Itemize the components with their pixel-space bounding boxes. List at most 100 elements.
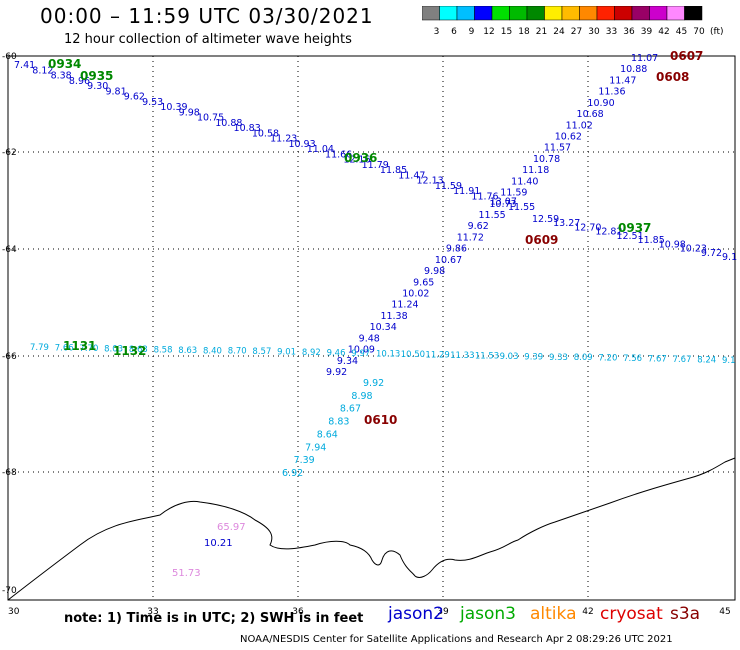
legend-satellite-jason3: jason3 xyxy=(460,604,516,624)
swh-value-track_a: 9.53 xyxy=(142,97,163,108)
coastal-swh-value: 65.97 xyxy=(217,522,246,533)
pass-time-label: 0607 xyxy=(670,49,703,63)
swh-value-track_a: 8.38 xyxy=(51,71,72,82)
swh-value-track_b: 9.86 xyxy=(446,244,467,255)
swh-value-track_a: 10.39 xyxy=(160,102,187,113)
coastal-swh-value: 10.21 xyxy=(204,538,233,549)
swh-value-track_b: 11.59 xyxy=(500,188,527,199)
swh-value-track_d: 10.50 xyxy=(401,350,425,360)
map-frame xyxy=(7,55,736,601)
swh-value-track_b: 11.57 xyxy=(544,143,571,154)
swh-value-track_a: 11.04 xyxy=(307,144,334,155)
swh-value-track_d: 8.03 xyxy=(104,344,123,354)
swh-value-track_b: 10.88 xyxy=(620,64,647,75)
colorbar-tick-label: 70 xyxy=(693,27,705,37)
swh-value-track_b: 11.55 xyxy=(479,210,506,221)
swh-value-track_c: 7.94 xyxy=(305,442,326,453)
swh-value-track_d: 8.58 xyxy=(154,345,173,355)
swh-value-track_e: 12.59 xyxy=(532,214,559,225)
swh-value-track_a: 11.85 xyxy=(380,165,407,176)
swh-value-track_b: 9.65 xyxy=(413,277,434,288)
swh-value-track_b: 11.36 xyxy=(598,87,625,98)
swh-value-track_a: 10.75 xyxy=(197,113,224,124)
colorbar-swatches: 3 6 9 12 15 18 21 24 27 30 33 36 39 42 45 70 (ft) xyxy=(421,5,724,37)
swh-value-track_c: 8.64 xyxy=(317,429,338,440)
swh-value-track_b: 10.73 xyxy=(489,199,516,210)
swh-value-track_a: 10.58 xyxy=(252,128,279,139)
swh-value-track_b: 11.18 xyxy=(522,165,549,176)
swh-value-track_a: 8.96 xyxy=(69,76,90,87)
swh-value-track_d: 11.33 xyxy=(450,351,474,361)
swh-value-track_d: 9.33 xyxy=(549,353,568,363)
swh-value-track_b: 11.24 xyxy=(391,300,418,311)
swh-value-track_e: 10.98 xyxy=(659,239,686,250)
wave-height-colorbar: 3 6 9 12 15 18 21 24 27 30 33 36 39 42 45 70 (ft) xyxy=(421,5,732,44)
swh-value-track_d: 7.79 xyxy=(30,343,49,353)
swh-value-track_c: 9.92 xyxy=(363,378,384,389)
swh-value-track_a: 9.62 xyxy=(124,92,145,103)
swh-value-track_d: 11.53 xyxy=(475,351,499,361)
swh-value-track_b: 9.98 xyxy=(424,266,445,277)
footer-credit: NOAA/NESDIS Center for Satellite Applica… xyxy=(240,634,673,645)
swh-value-track_d: 9.01 xyxy=(277,348,296,358)
swh-value-track_b: 11.47 xyxy=(609,75,636,86)
legend-satellite-cryosat: cryosat xyxy=(600,604,663,624)
coastline xyxy=(7,457,736,601)
swh-value-track_b: 9.34 xyxy=(337,356,358,367)
swh-value-track_d: 9.46 xyxy=(327,349,346,359)
swh-value-track_d: 7.70 xyxy=(79,344,98,354)
latitude-tick-label: -68 xyxy=(2,468,17,478)
colorbar-tick-label: 21 xyxy=(536,27,547,37)
latitude-tick-label: -66 xyxy=(2,352,17,362)
page-subtitle: 12 hour collection of altimeter wave hei… xyxy=(64,32,352,47)
colorbar-tick-label: 6 xyxy=(451,27,457,37)
swh-value-track_d: 9.97 xyxy=(351,349,370,359)
swh-value-track_d: 7.66 xyxy=(55,343,74,353)
swh-value-track_a: 11.91 xyxy=(453,186,480,197)
swh-value-track_c: 8.83 xyxy=(328,417,349,428)
legend-satellite-altika: altika xyxy=(530,604,577,624)
swh-value-track_b: 10.02 xyxy=(402,289,429,300)
swh-value-track_a: 13.07 xyxy=(490,197,517,208)
swh-value-track_e: 11.85 xyxy=(638,235,665,246)
swh-value-track_a: 11.79 xyxy=(362,160,389,171)
pass-time-label: 0608 xyxy=(656,70,689,84)
swh-value-track_a: 12.16 xyxy=(343,155,370,166)
longitude-tick-label: 39 xyxy=(437,607,449,617)
colorbar-tick-label: 33 xyxy=(606,27,617,37)
swh-value-track_d: 7.67 xyxy=(648,355,667,365)
swh-value-track_d: 9.1 xyxy=(722,356,736,366)
colorbar-tick-label: 15 xyxy=(501,27,512,37)
swh-value-track_d: 7.20 xyxy=(598,354,617,364)
swh-value-track_c: 6.92 xyxy=(282,468,303,479)
swh-value-track_a: 11.47 xyxy=(398,170,425,181)
legend-satellite-jason2: jason2 xyxy=(388,604,444,624)
colorbar-tick-label: 39 xyxy=(641,27,653,37)
swh-value-track_a: 11.66 xyxy=(325,149,352,160)
swh-value-track_d: 8.63 xyxy=(129,345,148,355)
swh-value-track_b: 11.40 xyxy=(511,176,538,187)
swh-value-track_a: 10.88 xyxy=(215,118,242,129)
swh-value-track_a: 11.76 xyxy=(471,191,498,202)
latitude-tick-label: -64 xyxy=(2,245,17,255)
swh-value-track_e: 12.70 xyxy=(574,222,601,233)
swh-value-track_a: 11.23 xyxy=(270,134,297,145)
swh-value-track_a: 9.98 xyxy=(179,107,200,118)
swh-value-track_b: 10.09 xyxy=(348,345,375,356)
pass-time-label: 0937 xyxy=(618,221,651,235)
swh-value-track_d: 8.63 xyxy=(178,346,197,356)
swh-value-track_b: 9.62 xyxy=(468,221,489,232)
swh-value-track_a: 10.83 xyxy=(234,123,261,134)
swh-value-track_b: 11.72 xyxy=(457,232,484,243)
swh-value-track_b: 9.48 xyxy=(359,333,380,344)
swh-value-track_c: 7.39 xyxy=(294,455,315,466)
swh-value-track_c: 8.67 xyxy=(340,404,361,415)
swh-value-track_d: 8.70 xyxy=(228,347,247,357)
swh-value-track_b: 11.02 xyxy=(566,120,593,131)
coastal-swh-value: 51.73 xyxy=(172,568,201,579)
swh-value-track_b: 10.78 xyxy=(533,154,560,165)
swh-value-track_a: 8.12 xyxy=(32,65,53,76)
longitude-tick-label: 45 xyxy=(719,607,730,617)
